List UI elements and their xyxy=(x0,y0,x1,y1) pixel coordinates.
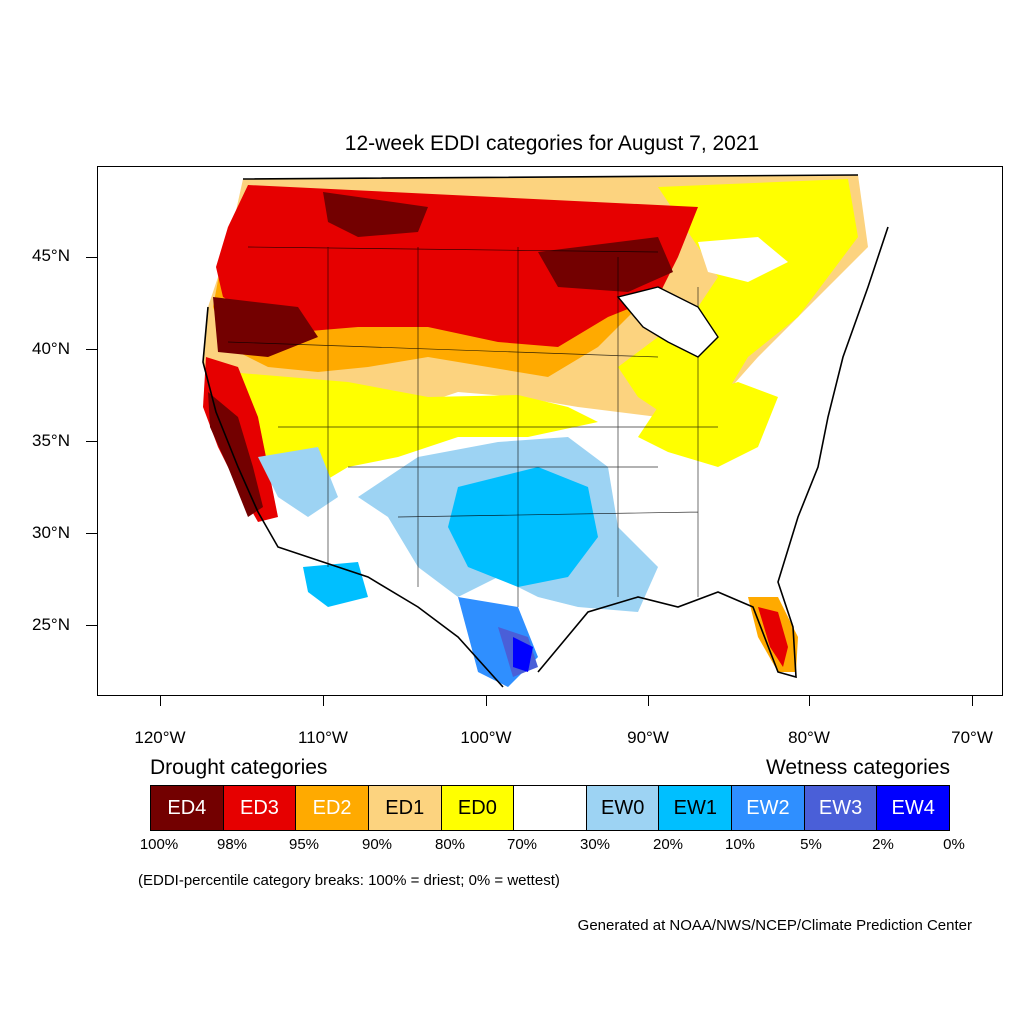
drought-heading: Drought categories xyxy=(150,756,328,779)
legend-box-ed4: ED4 xyxy=(151,786,224,830)
ew1-region-sw xyxy=(303,562,368,607)
florida-ed3 xyxy=(758,607,788,667)
lat-label-40: 40°N xyxy=(32,339,70,358)
legend-box-ed3: ED3 xyxy=(223,786,297,830)
legend-break: 10% xyxy=(724,836,756,853)
lon-tick xyxy=(486,696,487,706)
lon-label-70: 70°W xyxy=(951,728,993,747)
legend-break: 80% xyxy=(434,836,466,853)
category-legend: ED4 ED3 ED2 ED1 ED0 EW0 EW1 EW2 EW3 EW4 xyxy=(150,785,950,831)
legend-break: 5% xyxy=(800,836,822,853)
coastline xyxy=(202,174,889,688)
lon-label-120: 120°W xyxy=(134,728,186,747)
state-borders xyxy=(227,246,718,607)
ed4-region-north xyxy=(323,192,428,237)
ew1-region xyxy=(448,467,598,587)
lon-label-110: 110°W xyxy=(298,728,348,747)
legend-box-ew0: EW0 xyxy=(586,786,660,830)
lon-tick xyxy=(809,696,810,706)
legend-break: 95% xyxy=(288,836,320,853)
lat-label-45: 45°N xyxy=(32,246,70,265)
lat-tick xyxy=(86,625,97,626)
ed4-region-california xyxy=(208,392,263,517)
lon-tick xyxy=(972,696,973,706)
map-canvas xyxy=(202,174,889,688)
lat-tick xyxy=(86,441,97,442)
legend-box-ed2: ED2 xyxy=(296,786,369,830)
map-panel xyxy=(97,166,1003,696)
lat-tick xyxy=(86,533,97,534)
map-title: 12-week EDDI categories for August 7, 20… xyxy=(344,132,760,155)
lon-tick xyxy=(648,696,649,706)
wetness-heading: Wetness categories xyxy=(765,756,950,779)
lon-label-90: 90°W xyxy=(627,728,669,747)
ed0-region-east xyxy=(618,179,858,427)
legend-box-ew1: EW1 xyxy=(659,786,733,830)
lat-label-25: 25°N xyxy=(32,615,70,634)
lon-label-100: 100°W xyxy=(460,728,512,747)
ew4-region xyxy=(513,637,533,672)
legend-break: 100% xyxy=(139,836,179,853)
legend-break: 2% xyxy=(872,836,894,853)
ed4-region-northwest xyxy=(213,297,318,357)
lat-tick xyxy=(86,349,97,350)
legend-break: 20% xyxy=(652,836,684,853)
category-note: (EDDI-percentile category breaks: 100% =… xyxy=(138,872,560,889)
lat-tick xyxy=(86,257,97,258)
ew0-region-sw xyxy=(258,447,338,517)
legend-break: 98% xyxy=(216,836,248,853)
lon-tick xyxy=(323,696,324,706)
legend-box-ed0: ED0 xyxy=(441,786,515,830)
legend-box-ew4: EW4 xyxy=(877,786,950,830)
legend-break: 30% xyxy=(579,836,611,853)
legend-box-ed1: ED1 xyxy=(368,786,442,830)
legend-box-neutral xyxy=(514,786,587,830)
legend-break: 0% xyxy=(943,836,965,853)
lon-label-80: 80°W xyxy=(788,728,830,747)
great-lakes xyxy=(616,286,719,358)
credit-text: Generated at NOAA/NWS/NCEP/Climate Predi… xyxy=(577,917,972,934)
white-region-ne xyxy=(698,237,788,282)
ed0-region-south xyxy=(638,382,778,467)
legend-break: 90% xyxy=(361,836,393,853)
legend-box-ew3: EW3 xyxy=(804,786,878,830)
lat-label-30: 30°N xyxy=(32,523,70,542)
lat-label-35: 35°N xyxy=(32,431,70,450)
legend-break: 70% xyxy=(506,836,538,853)
lon-tick xyxy=(160,696,161,706)
legend-box-ew2: EW2 xyxy=(732,786,805,830)
